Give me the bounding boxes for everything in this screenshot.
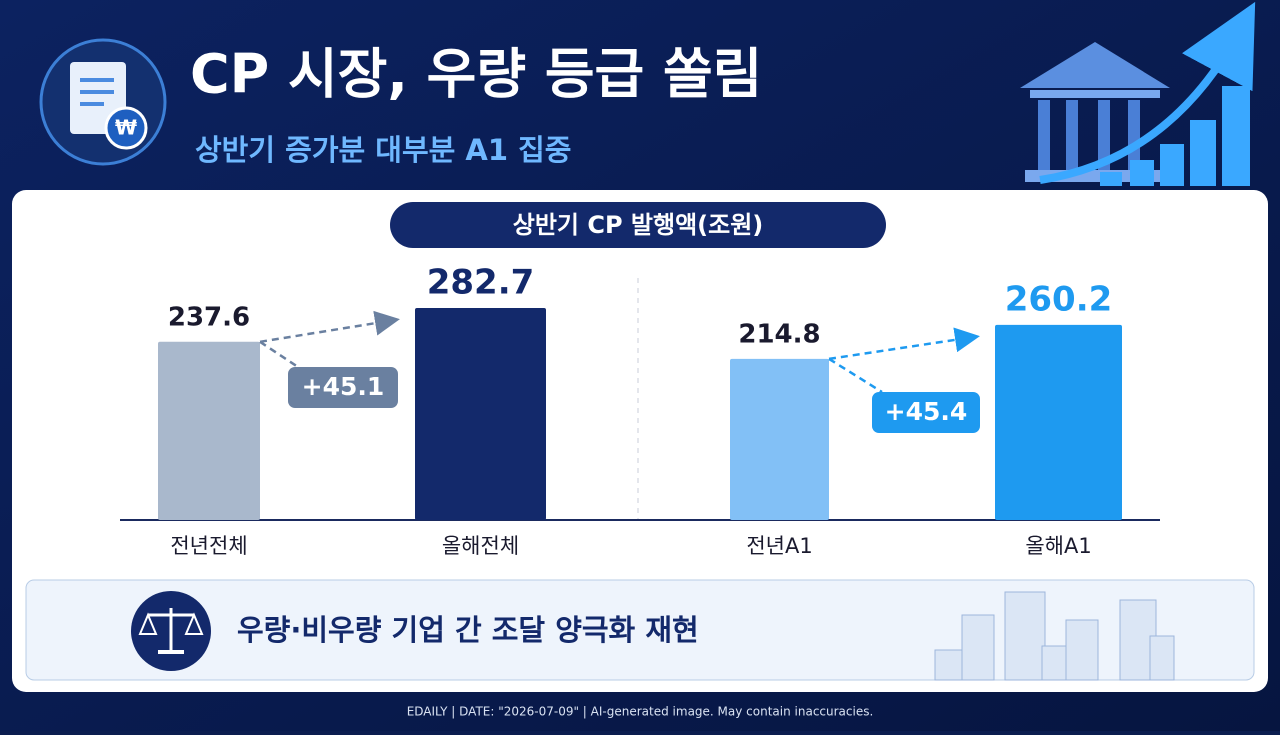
- svg-text:₩: ₩: [115, 116, 137, 140]
- x-tick-label: 올해전체: [442, 534, 519, 558]
- change-connector: [259, 340, 299, 369]
- banner-text: 우량·비우량 기업 간 조달 양극화 재현: [237, 613, 699, 647]
- chart-title: 상반기 CP 발행액(조원): [513, 211, 764, 239]
- bar: [415, 307, 546, 520]
- change-label: +45.1: [302, 372, 385, 401]
- change-connector: [828, 357, 883, 394]
- change-arrow: [259, 310, 400, 344]
- scale-icon: [131, 591, 211, 671]
- change-label: +45.4: [885, 397, 968, 426]
- change-arrow: [828, 327, 980, 361]
- bar: [995, 324, 1122, 520]
- x-tick-label: 전년전체: [170, 534, 247, 558]
- bar: [158, 341, 260, 520]
- bank-decoration: [1020, 1, 1256, 186]
- value-label: 260.2: [1005, 279, 1113, 319]
- chart-title-pill: [390, 202, 886, 248]
- x-tick-label: 전년A1: [746, 534, 812, 558]
- value-label: 214.8: [738, 319, 820, 349]
- bar: [730, 358, 829, 520]
- city-decoration: [934, 591, 1175, 681]
- chart-panel: [12, 190, 1268, 692]
- footer: EDAILY | DATE: "2026-07-09" | AI-generat…: [407, 705, 874, 719]
- x-tick-label: 올해A1: [1025, 534, 1091, 558]
- value-label: 282.7: [427, 262, 535, 302]
- subtitle: 상반기 증가분 대부분 A1 집중: [195, 133, 572, 167]
- change-box: [872, 392, 980, 433]
- title: CP 시장, 우량 등급 쏠림: [190, 43, 762, 106]
- document-icon: ₩: [39, 38, 167, 166]
- change-box: [288, 367, 398, 408]
- value-label: 237.6: [168, 302, 250, 332]
